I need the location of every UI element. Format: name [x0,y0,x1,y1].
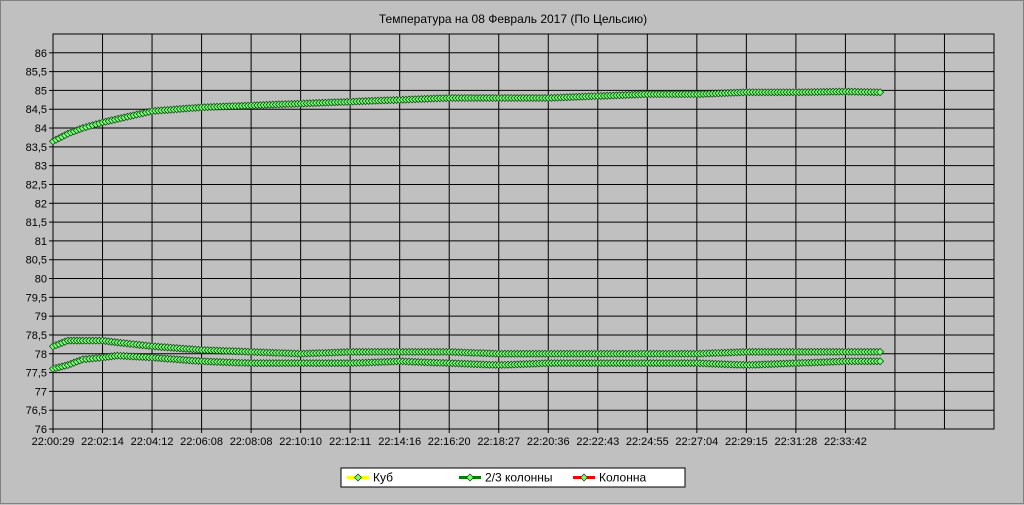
y-tick-label: 77 [35,386,47,398]
x-tick-label: 22:20:36 [527,436,570,448]
y-tick-label: 77,5 [26,368,47,380]
x-tick-label: 22:24:55 [626,436,669,448]
y-tick-label: 79,5 [26,292,47,304]
series-1 [49,87,885,146]
legend: Куб 2/3 колонны Колонна [340,467,686,488]
y-tick-label: 81 [35,236,47,248]
x-tick-label: 22:31:28 [774,436,817,448]
x-tick-label: 22:00:29 [32,436,75,448]
y-tick-label: 78 [35,349,47,361]
chart-title: Температура на 08 Февраль 2017 (По Цельс… [379,12,647,26]
y-tick-label: 80 [35,274,47,286]
data-point [876,88,885,97]
y-tick-label: 84,5 [26,104,47,116]
y-tick-label: 81,5 [26,217,47,229]
y-tick-label: 76,5 [26,405,47,417]
x-tick-label: 22:10:10 [279,436,322,448]
series-2 [49,336,885,358]
y-tick-label: 83 [35,161,47,173]
y-tick-label: 82,5 [26,179,47,191]
y-tick-label: 86 [35,48,47,60]
y-tick-label: 83,5 [26,142,47,154]
x-tick-label: 22:08:08 [230,436,273,448]
y-tick-label: 84 [35,123,47,135]
legend-swatch-marker [354,473,362,482]
legend-label: Колонна [599,471,646,485]
x-tick-label: 22:33:42 [824,436,867,448]
x-tick-label: 22:04:12 [131,436,174,448]
y-tick-label: 85,5 [26,67,47,79]
y-tick-label: 85 [35,85,47,97]
legend-box [340,467,686,488]
data-point [876,347,885,356]
series-3 [49,351,885,373]
y-tick-label: 79 [35,311,47,323]
y-tick-label: 76 [35,424,47,436]
x-tick-label: 22:02:14 [81,436,124,448]
x-tick-label: 22:16:20 [428,436,471,448]
x-tick-label: 22:22:43 [576,436,619,448]
y-tick-label: 80,5 [26,255,47,267]
x-tick-label: 22:12:11 [329,436,371,448]
legend-item: Колонна [573,471,646,485]
data-point [876,357,885,366]
legend-label: Куб [373,471,393,485]
legend-item: Куб [347,471,393,485]
y-tick-label: 82 [35,198,47,210]
legend-swatch-marker [466,473,474,482]
legend-swatch-marker [580,473,588,482]
x-tick-label: 22:14:16 [378,436,421,448]
plot-area: 76 76,5 77 77,5 78 78,5 79 79,5 80 80,5 81 81,5 82 82… [26,33,995,448]
x-tick-label: 22:27:04 [675,436,718,448]
legend-item: 2/3 колонны [459,471,553,485]
legend-label: 2/3 колонны [485,471,553,485]
x-tick-label: 22:18:27 [477,436,520,448]
x-tick-label: 22:06:08 [180,436,223,448]
y-tick-label: 78,5 [26,330,47,342]
x-tick-label: 22:29:15 [725,436,768,448]
